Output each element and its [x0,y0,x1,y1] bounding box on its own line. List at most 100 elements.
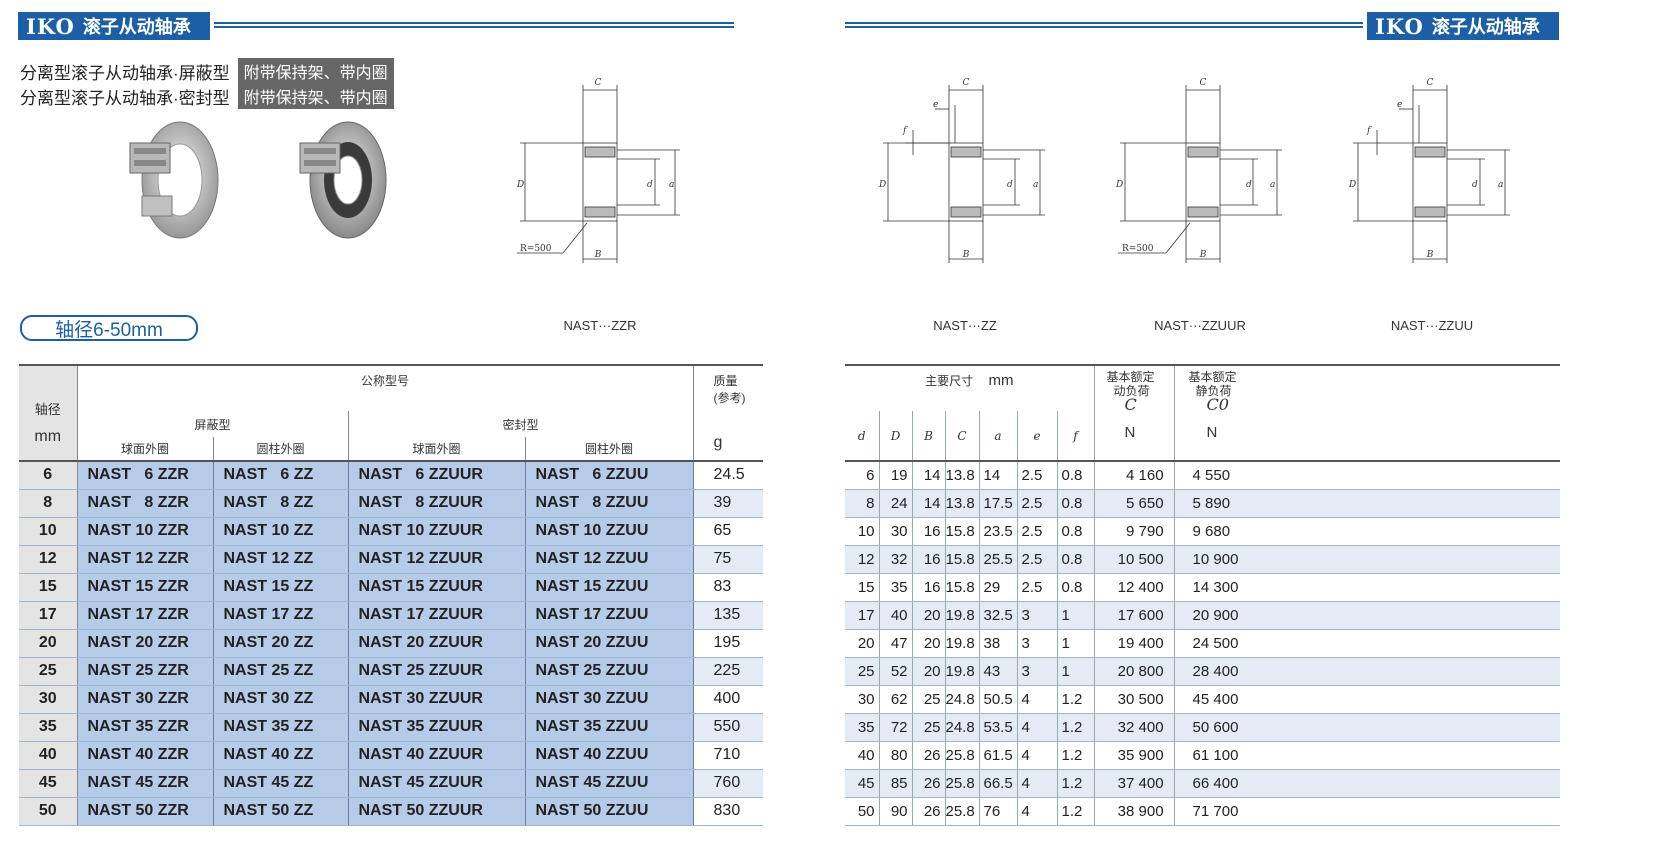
header-seal: 密封型 [348,411,694,437]
dim-f: 1.2 [1057,741,1095,770]
dim-B: 26 [912,769,946,798]
dim-f: 0.8 [1057,573,1095,602]
dim-D: 47 [879,629,913,658]
model-table: 轴径 mm 公称型号 质量 (参考) g 屏蔽型 密封型 球面外圈 圆柱外圈 球… [19,364,764,826]
dim-D: 52 [879,657,913,686]
brand-logo: IKO [1375,13,1424,39]
mass-value: 195 [693,629,764,658]
model-shield-cyl: NAST 40 ZZ [213,741,349,770]
dim-e: 4 [1017,713,1058,742]
dim-D: 62 [879,685,913,714]
mass-value: 75 [693,545,764,574]
dim-label-c: C [963,78,970,88]
mass-value: 550 [693,713,764,742]
static-load: 5 890 [1174,489,1251,518]
row-padding [1250,769,1560,798]
header-main-dims: 主要尺寸 [925,374,974,388]
product-photo-seal [299,121,387,239]
col-header-B: B [912,411,946,462]
dim-label-b: B [1426,250,1434,260]
dim-label-d-outer: D [1348,180,1356,190]
model-shield-cyl: NAST 10 ZZ [213,517,349,546]
model-seal-cyl: NAST 12 ZZUU [525,545,694,574]
table-row: 40 NAST 40 ZZR NAST 40 ZZ NAST 40 ZZUUR NAST… [19,741,764,770]
dim-d: 15 [845,573,880,602]
dim-e: 3 [1017,629,1058,658]
static-load: 50 600 [1174,713,1251,742]
dim-B: 16 [912,517,946,546]
table-row: 17 NAST 17 ZZR NAST 17 ZZ NAST 17 ZZUUR NAST… [19,601,764,630]
model-seal-cyl: NAST 45 ZZUU [525,769,694,798]
dim-f: 0.8 [1057,461,1095,490]
shaft-diameter: 15 [19,573,78,602]
header-shaft-unit: mm [34,427,62,445]
dynamic-load: 19 400 [1094,629,1175,658]
model-seal-cyl: NAST 8 ZZUU [525,489,694,518]
dim-f: 1.2 [1057,769,1095,798]
subtitle-tag: 附带保持架、带内圈 [237,58,394,84]
dim-label-c: C [595,78,602,88]
dim-C: 25.8 [945,769,980,798]
model-seal-cyl: NAST 10 ZZUU [525,517,694,546]
dynamic-load: 12 400 [1094,573,1175,602]
model-shield-sphere: NAST 50 ZZR [77,797,214,826]
mass-value: 83 [693,573,764,602]
model-seal-cyl: NAST 30 ZZUU [525,685,694,714]
dim-C: 24.8 [945,713,980,742]
model-shield-cyl: NAST 25 ZZ [213,657,349,686]
model-shield-cyl: NAST 30 ZZ [213,685,349,714]
row-padding [1250,461,1560,490]
dim-d: 35 [845,713,880,742]
dim-D: 40 [879,601,913,630]
dim-D: 35 [879,573,913,602]
dim-a: 66.5 [979,769,1018,798]
dim-label-d-inner: d [1007,180,1013,190]
dim-label-a: a [1498,180,1503,190]
header-mass-unit: g [713,434,723,451]
dim-C: 13.8 [945,489,980,518]
shaft-diameter: 50 [19,797,78,826]
table-row: 50 90 26 25.8 76 4 1.2 38 900 71 700 [845,797,1560,826]
model-seal-sphere: NAST 8 ZZUUR [348,489,526,518]
dim-e: 2.5 [1017,489,1058,518]
dim-e: 4 [1017,797,1058,826]
dim-C: 25.8 [945,741,980,770]
dim-label-e: e [933,100,938,110]
model-shield-sphere: NAST 40 ZZR [77,741,214,770]
drawing-zzuur: C D d a B R=500 [1115,78,1282,263]
model-seal-sphere: NAST 6 ZZUUR [348,461,526,490]
dim-f: 1 [1057,657,1095,686]
model-shield-sphere: NAST 6 ZZR [77,461,214,490]
col-header-a: a [979,411,1018,462]
model-shield-cyl: NAST 17 ZZ [213,601,349,630]
left-header-title: 滚子从动轴承 [82,17,191,37]
dim-f: 0.8 [1057,545,1095,574]
model-shield-sphere: NAST 20 ZZR [77,629,214,658]
col-header-f: f [1057,411,1095,462]
dim-e: 2.5 [1017,461,1058,490]
dim-B: 25 [912,685,946,714]
shaft-diameter: 17 [19,601,78,630]
dim-B: 20 [912,601,946,630]
model-seal-cyl: NAST 40 ZZUU [525,741,694,770]
dim-label-a: a [669,180,674,190]
dim-a: 25.5 [979,545,1018,574]
row-padding [1250,545,1560,574]
model-shield-sphere: NAST 25 ZZR [77,657,214,686]
table-row: 6 19 14 13.8 14 2.5 0.8 4 160 4 550 [845,461,1560,490]
table-row: 45 85 26 25.8 66.5 4 1.2 37 400 66 400 [845,769,1560,798]
dim-C: 15.8 [945,517,980,546]
subtitle-shield: 分离型滚子从动轴承·屏蔽型 附带保持架、带内圈 [20,58,394,84]
model-shield-sphere: NAST 8 ZZR [77,489,214,518]
dim-d: 10 [845,517,880,546]
dim-label-a: a [1270,180,1275,190]
row-padding [1250,797,1560,826]
dim-f: 1.2 [1057,685,1095,714]
static-load: 66 400 [1174,769,1251,798]
table-row: 30 62 25 24.8 50.5 4 1.2 30 500 45 400 [845,685,1560,714]
dim-a: 29 [979,573,1018,602]
dynamic-load: 10 500 [1094,545,1175,574]
mass-value: 39 [693,489,764,518]
header-mass-ref: (参考) [713,391,746,405]
dynamic-load: 30 500 [1094,685,1175,714]
